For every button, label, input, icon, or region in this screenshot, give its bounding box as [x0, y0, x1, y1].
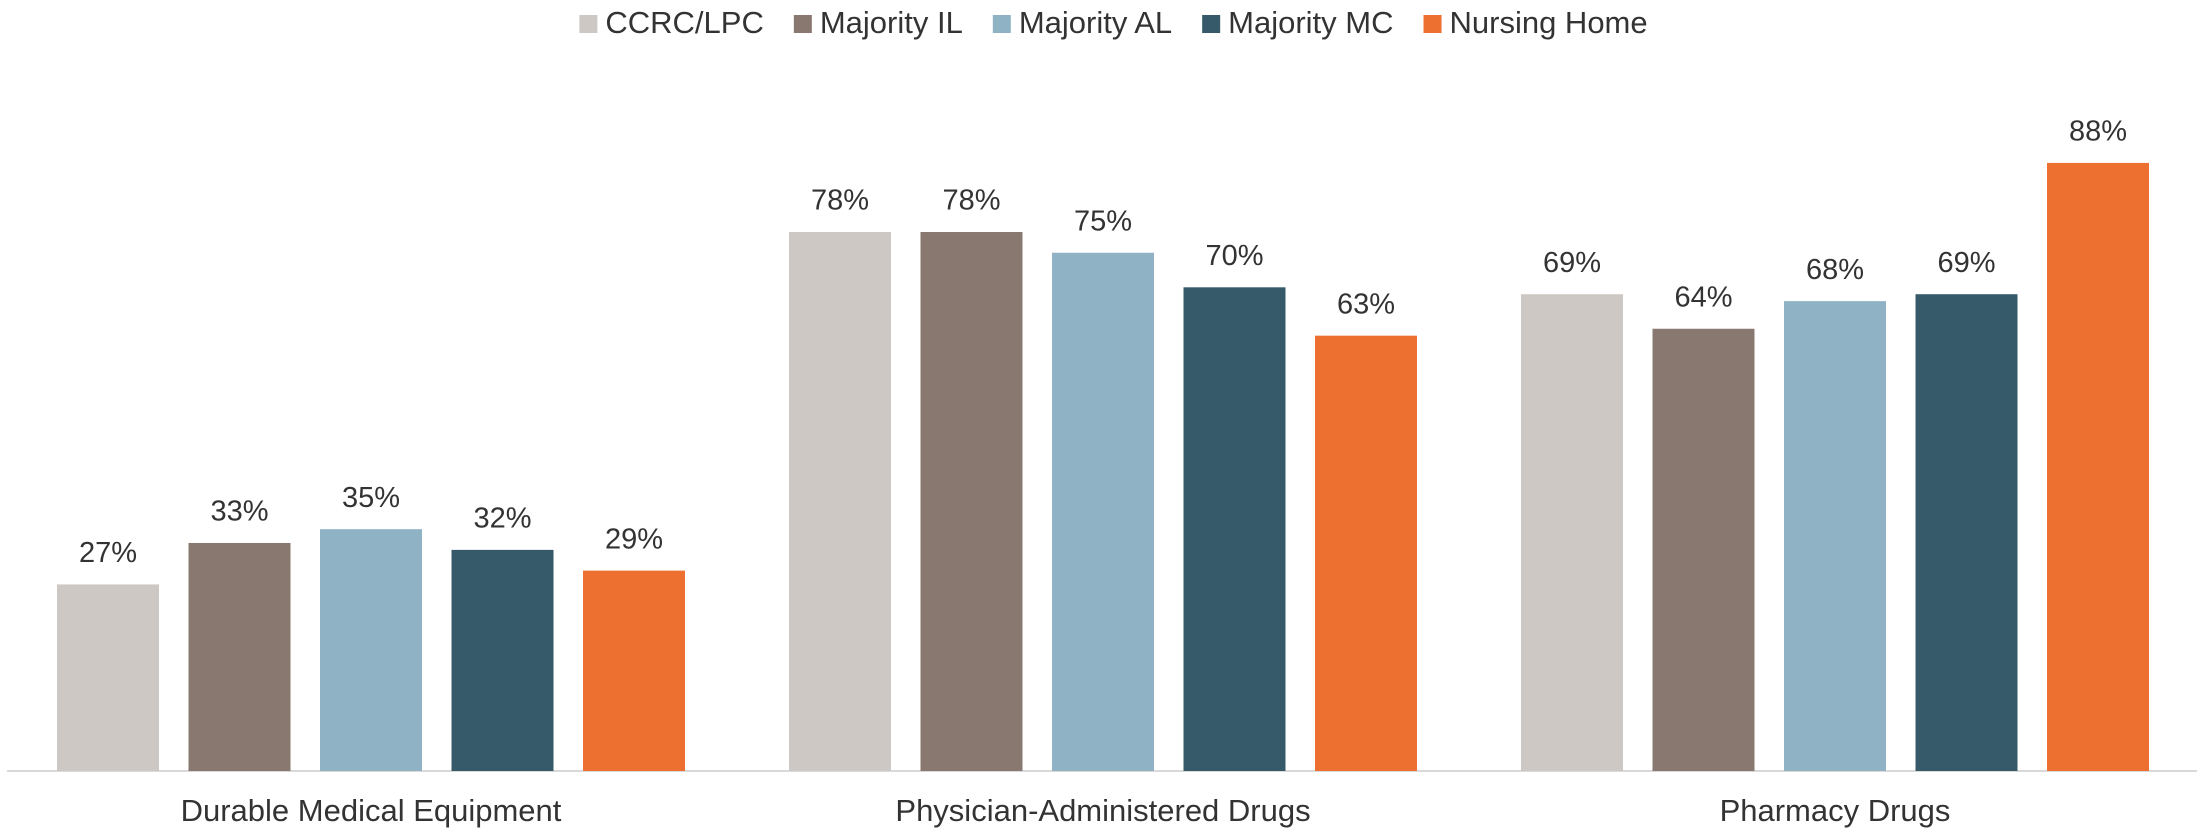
bar: [1521, 294, 1623, 771]
data-label: 29%: [605, 523, 663, 555]
data-label: 27%: [79, 537, 137, 569]
bar: [1183, 287, 1286, 771]
bar: [320, 529, 422, 771]
x-tick-label: Physician-Administered Drugs: [895, 793, 1310, 828]
legend-label: Nursing Home: [1450, 5, 1648, 40]
bar: [1052, 252, 1154, 771]
bar: [2047, 162, 2149, 772]
bar: [1315, 335, 1417, 771]
data-label: 78%: [811, 185, 869, 217]
legend-label: Majority IL: [820, 5, 963, 40]
bar: [57, 584, 159, 771]
data-label: 69%: [1543, 247, 1601, 279]
data-label: 35%: [342, 482, 400, 514]
bar: [789, 232, 891, 771]
bar: [451, 549, 554, 771]
data-label: 70%: [1205, 240, 1263, 272]
x-tick-label: Pharmacy Drugs: [1720, 793, 1951, 828]
data-label: 64%: [1674, 281, 1732, 313]
legend-label: Majority AL: [1019, 5, 1172, 40]
bar: [1652, 328, 1755, 771]
data-label: 88%: [2069, 116, 2127, 148]
bar: [583, 570, 685, 771]
legend-label: Majority MC: [1228, 5, 1393, 40]
data-label: 68%: [1806, 254, 1864, 286]
data-label: 75%: [1074, 205, 1132, 237]
legend-swatch: [1423, 15, 1442, 33]
data-label: 69%: [1937, 247, 1995, 279]
legend-swatch: [1202, 15, 1221, 33]
bar: [1915, 294, 2018, 771]
bar: [1784, 301, 1886, 771]
legend-label: CCRC/LPC: [605, 5, 763, 40]
legend-swatch: [992, 15, 1011, 33]
data-label: 63%: [1337, 288, 1395, 320]
legend-swatch: [793, 15, 812, 33]
x-tick-label: Durable Medical Equipment: [181, 793, 562, 828]
bar: [920, 232, 1023, 771]
data-label: 32%: [473, 503, 531, 535]
legend-swatch: [579, 15, 598, 33]
bar: [188, 542, 291, 771]
data-label: 78%: [942, 185, 1000, 217]
data-label: 33%: [210, 496, 268, 528]
